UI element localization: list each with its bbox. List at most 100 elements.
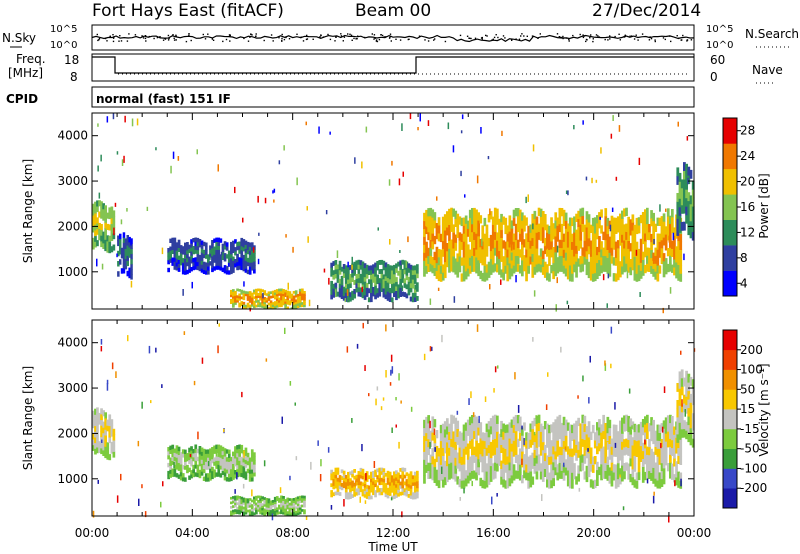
heatmap-cell <box>194 257 198 262</box>
heatmap-cell <box>546 471 549 480</box>
colorbar-swatch <box>723 428 737 449</box>
heatmap-cell <box>673 458 676 467</box>
heatmap-cell <box>660 216 664 225</box>
heatmap-cell <box>284 501 287 504</box>
nsearch-dot <box>474 37 477 39</box>
heatmap-cell <box>386 470 390 475</box>
heatmap-cell <box>370 481 373 486</box>
heatmap-cell <box>223 269 227 274</box>
heatmap-cell <box>533 449 537 458</box>
heatmap-cell <box>301 495 304 499</box>
heatmap-cell <box>448 439 451 448</box>
heatmap-cell <box>481 257 485 266</box>
nsearch-dot <box>568 40 570 42</box>
heatmap-cell <box>244 268 248 273</box>
heatmap-cell <box>227 453 231 458</box>
heatmap-cell <box>568 448 572 457</box>
heatmap-cell <box>596 477 599 486</box>
nsearch-dot <box>579 33 581 36</box>
heatmap-cell <box>363 480 367 485</box>
heatmap-cell <box>676 227 680 236</box>
heatmap-cell <box>475 456 478 465</box>
heatmap-speckle <box>478 415 480 423</box>
heatmap-speckle <box>525 196 527 204</box>
heatmap-cell <box>543 444 547 454</box>
freq-trace <box>92 56 694 74</box>
heatmap-cell <box>288 302 292 306</box>
heatmap-cell <box>225 449 229 454</box>
heatmap-cell <box>338 475 342 479</box>
heatmap-cell <box>342 484 346 489</box>
heatmap-cell <box>496 439 499 448</box>
heatmap-speckle <box>182 263 184 269</box>
heatmap-cell <box>456 261 460 270</box>
heatmap-cell <box>631 262 635 271</box>
heatmap-speckle <box>106 379 109 385</box>
heatmap-cell <box>374 280 377 286</box>
heatmap-cell <box>493 454 497 463</box>
heatmap-cell <box>676 408 680 418</box>
nsearch-dot <box>520 35 522 37</box>
nsearch-dot <box>98 39 100 41</box>
heatmap-speckle <box>429 298 432 305</box>
heatmap-cell <box>361 270 365 276</box>
heatmap-cell <box>269 291 273 294</box>
heatmap-cell <box>602 255 605 264</box>
heatmap-cell <box>550 233 553 242</box>
heatmap-cell <box>621 441 624 450</box>
heatmap-cell <box>525 257 528 266</box>
heatmap-cell <box>353 293 356 299</box>
heatmap-cell <box>583 471 587 480</box>
heatmap-speckle <box>618 125 621 132</box>
heatmap-cell <box>587 269 591 279</box>
heatmap-speckle <box>389 382 392 386</box>
heatmap-cell <box>566 454 570 463</box>
heatmap-cell <box>543 245 547 255</box>
heatmap-cell <box>399 260 402 266</box>
heatmap-cell <box>106 419 110 426</box>
heatmap-cell <box>271 295 275 298</box>
heatmap-cell <box>548 480 551 489</box>
heatmap-cell <box>332 292 336 298</box>
heatmap-cell <box>650 464 653 473</box>
heatmap-cell <box>423 419 426 429</box>
heatmap-cell <box>598 243 601 253</box>
colorbar-tick-label: -50 <box>740 442 760 456</box>
nsearch-dot <box>424 39 426 41</box>
heatmap-cell <box>571 217 574 227</box>
heatmap-cell <box>273 305 277 309</box>
heatmap-cell <box>230 510 233 514</box>
heatmap-cell <box>585 442 589 451</box>
heatmap-cell <box>284 305 287 309</box>
heatmap-cell <box>94 241 97 248</box>
heatmap-cell <box>175 445 179 450</box>
heatmap-cell <box>192 249 195 255</box>
heatmap-cell <box>627 471 630 480</box>
nsearch-dot <box>112 37 115 39</box>
heatmap-cell <box>238 293 241 297</box>
heatmap-cell <box>273 501 277 505</box>
heatmap-cell <box>593 432 597 441</box>
heatmap-cell <box>388 274 392 280</box>
heatmap-cell <box>230 289 233 293</box>
heatmap-cell <box>435 453 439 463</box>
heatmap-speckle <box>560 346 562 353</box>
heatmap-speckle <box>427 120 430 126</box>
heatmap-cell <box>405 472 409 477</box>
heatmap-cell <box>108 224 112 231</box>
heatmap-cell <box>179 468 183 473</box>
heatmap-cell <box>639 246 643 255</box>
heatmap-cell <box>106 425 110 432</box>
heatmap-cell <box>363 487 367 491</box>
heatmap-cell <box>190 267 193 272</box>
nsearch-dot <box>556 33 559 35</box>
heatmap-cell <box>425 209 428 219</box>
heatmap-cell <box>236 265 239 271</box>
heatmap-cell <box>625 247 628 256</box>
nsearch-dot <box>188 34 190 36</box>
heatmap-cell <box>608 435 612 444</box>
heatmap-cell <box>606 464 610 473</box>
heatmap-speckle <box>604 360 606 366</box>
heatmap-speckle <box>436 196 438 201</box>
heatmap-cell <box>284 301 287 304</box>
